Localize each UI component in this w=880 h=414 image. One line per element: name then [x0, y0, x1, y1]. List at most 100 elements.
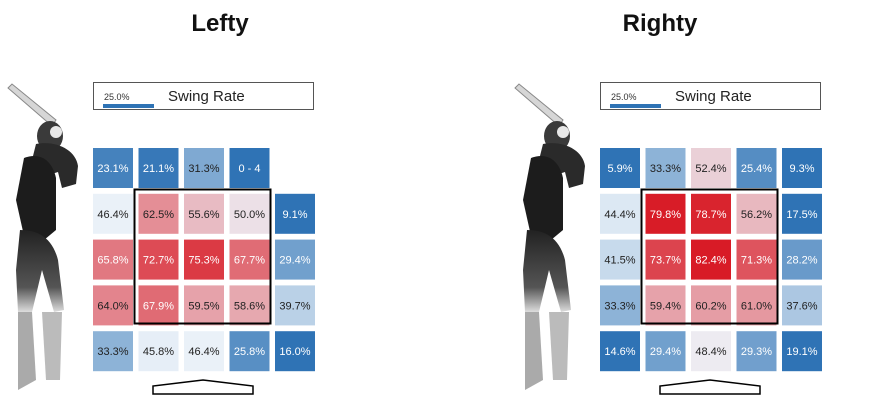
zone-cell-label: 31.3%: [188, 163, 219, 175]
cells-layer: 5.9% 33.3% 52.4% 25.4% 9.3% 44.4% 79.8% 78.7% 56…: [600, 148, 822, 372]
zone-cell: [782, 239, 822, 280]
zone-cell: [184, 239, 224, 280]
zone-cell: [138, 239, 179, 280]
zone-cell-label: 48.4%: [695, 346, 726, 358]
zone-cell: [782, 331, 822, 372]
strike-zone-box: [133, 188, 272, 325]
legend-label: Swing Rate: [675, 88, 752, 105]
zone-cell-label: 52.4%: [695, 163, 726, 175]
zone-cell: [93, 331, 133, 372]
legend-bar: [103, 104, 154, 108]
strike-zone-box: [640, 188, 779, 325]
zone-cell-label: 25.4%: [741, 163, 772, 175]
zone-cell-label: 64.0%: [97, 300, 128, 312]
zone-cell-label: 60.2%: [695, 300, 726, 312]
zone-cell: [184, 285, 224, 326]
zone-cell: [229, 331, 270, 372]
zone-cell-label: 25.8%: [234, 346, 265, 358]
zone-cell-label: 29.4%: [279, 255, 310, 267]
zone-cell: [138, 331, 179, 372]
legend: 25.0% Swing Rate: [93, 82, 314, 110]
zone-cell: [736, 148, 777, 188]
zone-cell: [645, 331, 686, 372]
zone-cell-label: 50.0%: [234, 209, 265, 221]
zone-cell-label: 17.5%: [786, 209, 817, 221]
cells-layer: 23.1% 21.1% 31.3% 0 - 4 46.4% 62.5% 55.6% 50.0%…: [93, 148, 315, 372]
zone-cell-label: 59.4%: [650, 300, 681, 312]
zone-cell: [782, 193, 822, 234]
panel-title: Righty: [622, 10, 698, 37]
zone-cell: [184, 193, 224, 234]
zone-cell-label: 9.3%: [789, 163, 814, 175]
zone-cell: [229, 285, 270, 326]
zone-cell-label: 16.0%: [279, 346, 310, 358]
zone-cell: [600, 331, 640, 372]
zone-cell-label: 67.9%: [143, 300, 174, 312]
legend-bar: [610, 104, 661, 108]
zone-cell-label: 75.3%: [188, 255, 219, 267]
zone-cell: [184, 148, 224, 188]
legend: 25.0% Swing Rate: [600, 82, 821, 110]
zone-cell: [691, 193, 731, 234]
zone-cell: [600, 148, 640, 188]
zone-cell-label: 33.3%: [604, 300, 635, 312]
zone-cell-label: 19.1%: [786, 346, 817, 358]
zone-cell-label: 46.4%: [97, 209, 128, 221]
zone-cell: [736, 239, 777, 280]
zone-cell: [229, 193, 270, 234]
zone-cell: [691, 285, 731, 326]
zone-cell-label: 41.5%: [604, 255, 635, 267]
batter-silhouette: [7, 83, 78, 390]
zone-cell-label: 73.7%: [650, 255, 681, 267]
zone-cell-label: 46.4%: [188, 346, 219, 358]
zone-cell: [93, 239, 133, 280]
zone-cell-label: 33.3%: [97, 346, 128, 358]
zone-cell-label: 58.6%: [234, 300, 265, 312]
panel-title: Lefty: [191, 10, 249, 37]
zone-cell: [645, 239, 686, 280]
zone-cell-label: 61.0%: [741, 300, 772, 312]
panel-righty: Righty 25.0% Swing Rate 5.9% 33.3% 52.4% 25…: [440, 0, 880, 414]
zone-cell: [229, 148, 270, 188]
zone-cell-label: 65.8%: [97, 255, 128, 267]
zone-cell-label: 37.6%: [786, 300, 817, 312]
zone-cell-label: 28.2%: [786, 255, 817, 267]
zone-cell: [691, 148, 731, 188]
zone-cell: [93, 148, 133, 188]
zone-cell: [736, 193, 777, 234]
zone-cell-label: 59.5%: [188, 300, 219, 312]
zone-cell: [736, 331, 777, 372]
home-plate: [152, 379, 254, 395]
zone-cell-label: 45.8%: [143, 346, 174, 358]
zone-cell: [782, 285, 822, 326]
zone-cell-label: 44.4%: [604, 209, 635, 221]
zone-cell: [645, 285, 686, 326]
home-plate: [659, 379, 761, 395]
zone-cell: [93, 285, 133, 326]
zone-cell: [93, 193, 133, 234]
zone-cell: [184, 331, 224, 372]
zone-cell-label: 56.2%: [741, 209, 772, 221]
zone-cell-label: 72.7%: [143, 255, 174, 267]
zone-cell: [691, 239, 731, 280]
zone-cell: [275, 193, 315, 234]
zone-cell: [691, 331, 731, 372]
zone-cell: [229, 239, 270, 280]
zone-chart-righty: 5.9% 33.3% 52.4% 25.4% 9.3% 44.4% 79.8% 78.7% 56…: [600, 148, 822, 395]
zone-cell-label: 23.1%: [97, 163, 128, 175]
zone-cell: [600, 285, 640, 326]
zone-cell-label: 71.3%: [741, 255, 772, 267]
zone-cell: [275, 285, 315, 326]
zone-cell: [645, 193, 686, 234]
zone-cell-label: 21.1%: [143, 163, 174, 175]
panel-lefty: Lefty 25.0% Swing Rate 23.1% 21.1% 31.3% 0 …: [7, 10, 315, 395]
batter-silhouette: [514, 83, 585, 390]
zone-cell: [138, 285, 179, 326]
zone-cell-label: 62.5%: [143, 209, 174, 221]
legend-value: 25.0%: [104, 92, 130, 102]
zone-cell: [138, 193, 179, 234]
zone-cell-label: 39.7%: [279, 300, 310, 312]
zone-cell: [275, 331, 315, 372]
legend-value: 25.0%: [611, 92, 637, 102]
zone-cell-label: 78.7%: [695, 209, 726, 221]
